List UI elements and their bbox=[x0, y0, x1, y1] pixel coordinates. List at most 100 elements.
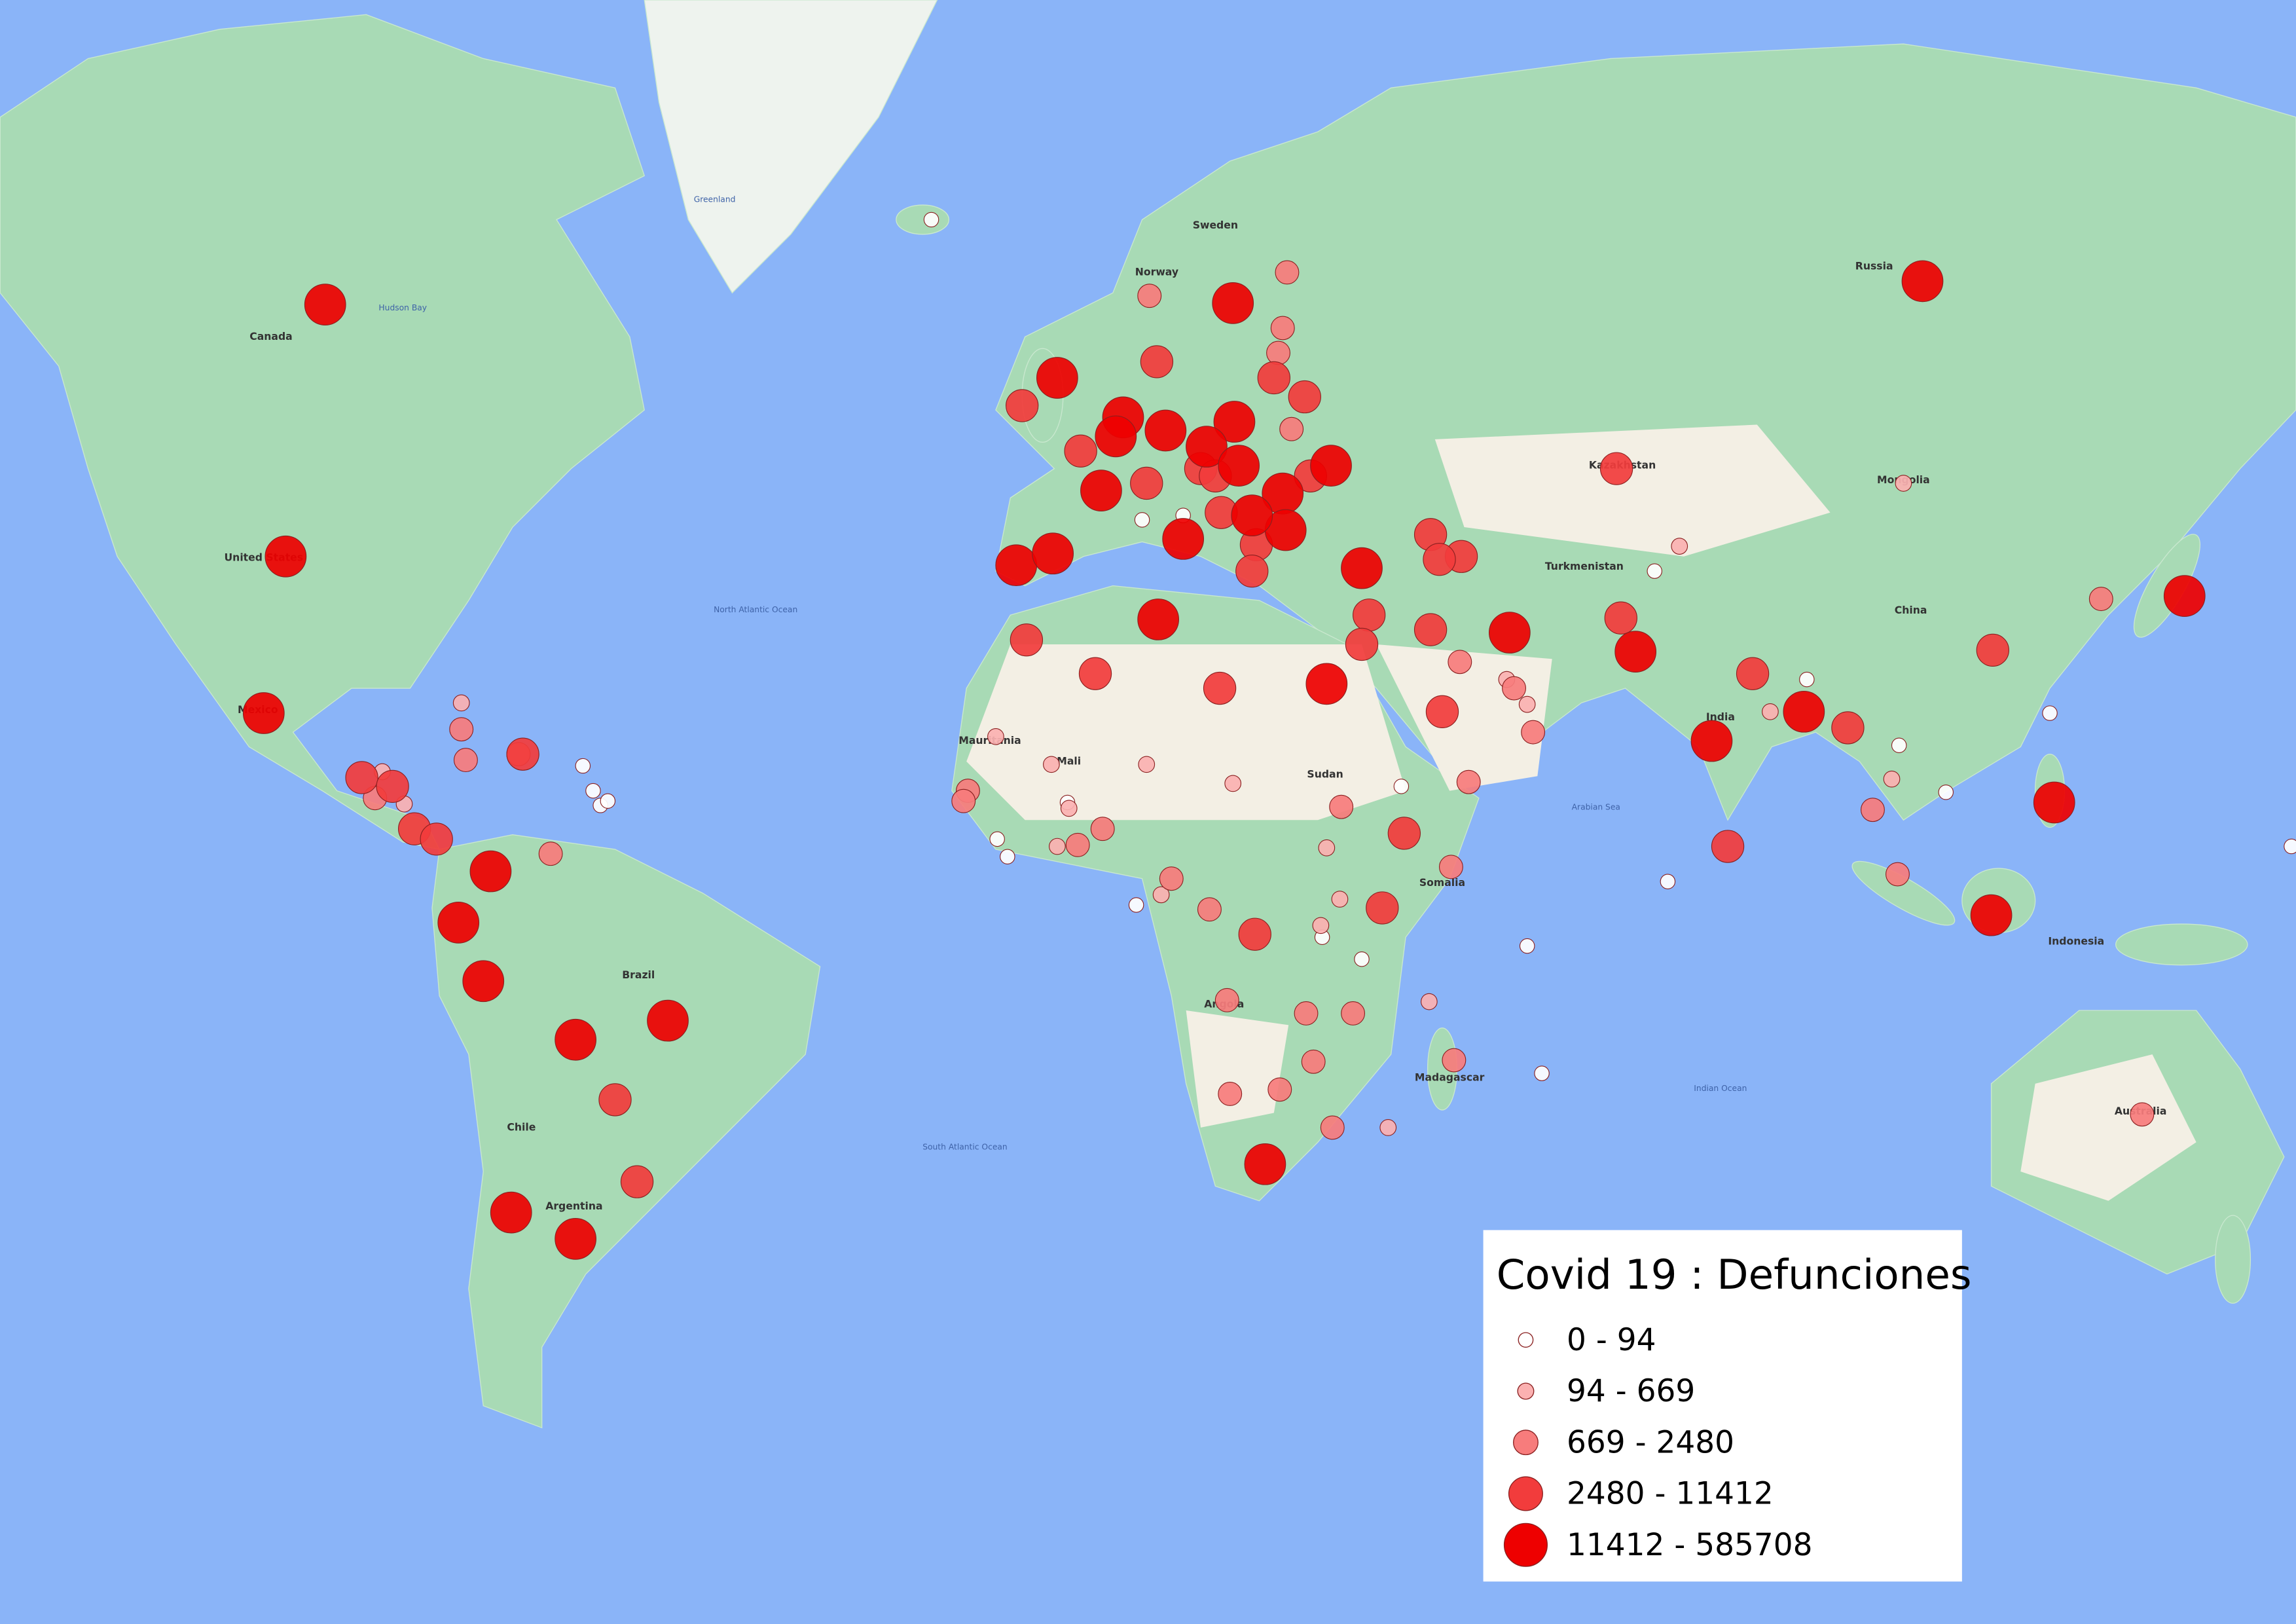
death-bubble bbox=[2284, 838, 2296, 855]
legend: Covid 19 : Defunciones 0 - 94 94 - 669 669… bbox=[1483, 1230, 1972, 1582]
legend-title: Covid 19 : Defunciones bbox=[1497, 1251, 1972, 1299]
country-label: Turkmenistan bbox=[1545, 560, 1624, 572]
death-bubble bbox=[1379, 1119, 1397, 1136]
death-bubble bbox=[987, 728, 1004, 745]
death-bubble bbox=[1331, 891, 1349, 908]
death-bubble bbox=[1078, 657, 1112, 690]
death-bubble bbox=[1140, 345, 1174, 378]
legend-swatch bbox=[1518, 1332, 1534, 1348]
kalahari bbox=[1186, 1010, 1289, 1128]
death-bubble bbox=[1095, 415, 1137, 458]
country-label: Brazil bbox=[622, 969, 655, 981]
legend-swatch bbox=[1517, 1382, 1535, 1400]
sea-label: Hudson Bay bbox=[378, 303, 427, 312]
country-label: India bbox=[1706, 710, 1735, 723]
death-bubble bbox=[1213, 401, 1256, 443]
death-bubble bbox=[1312, 917, 1330, 934]
death-bubble bbox=[1345, 627, 1379, 661]
legend-box bbox=[1483, 1230, 1962, 1582]
death-bubble bbox=[555, 1218, 596, 1260]
death-bubble bbox=[1353, 599, 1386, 632]
death-bubble bbox=[1690, 720, 1733, 762]
death-bubble bbox=[1341, 547, 1383, 589]
death-bubble bbox=[1235, 554, 1269, 588]
death-bubble bbox=[1152, 886, 1170, 904]
death-bubble bbox=[1938, 784, 1954, 800]
country-label: Argentina bbox=[545, 1200, 602, 1212]
death-bubble bbox=[1288, 380, 1321, 414]
death-bubble bbox=[1137, 284, 1162, 308]
death-bubble bbox=[1976, 633, 2009, 667]
legend-swatch bbox=[1503, 1522, 1548, 1567]
death-bubble bbox=[1301, 1049, 1326, 1074]
death-bubble bbox=[620, 1165, 654, 1198]
death-bubble bbox=[1318, 839, 1336, 857]
sumatra bbox=[1851, 860, 1956, 926]
death-bubble bbox=[1266, 341, 1290, 365]
death-bubble bbox=[1671, 538, 1688, 555]
death-bubble bbox=[575, 758, 591, 774]
death-bubble bbox=[490, 1191, 532, 1234]
death-bubble bbox=[1883, 770, 1901, 788]
death-bubble bbox=[2163, 575, 2206, 618]
death-bubble bbox=[1831, 711, 1865, 745]
country-label: Canada bbox=[249, 330, 292, 342]
death-bubble bbox=[1534, 1065, 1550, 1081]
death-bubble bbox=[1660, 874, 1676, 889]
sea-label: Arabian Sea bbox=[1572, 803, 1620, 812]
death-bubble bbox=[1000, 849, 1015, 864]
death-bubble bbox=[1891, 737, 1907, 753]
death-bubble bbox=[420, 822, 453, 856]
death-bubble bbox=[376, 769, 409, 803]
death-bubble bbox=[1599, 452, 1633, 485]
death-bubble bbox=[2088, 587, 2113, 612]
death-bubble bbox=[1294, 1001, 1319, 1025]
sea-label: South Atlantic Ocean bbox=[922, 1142, 1008, 1151]
death-bubble bbox=[1423, 543, 1456, 576]
death-bubble bbox=[1614, 631, 1657, 673]
sea-label: Greenland bbox=[694, 195, 736, 204]
death-bubble bbox=[1267, 1077, 1292, 1102]
australia-desert bbox=[2020, 1054, 2196, 1201]
death-bubble bbox=[1970, 894, 2013, 936]
death-bubble bbox=[1060, 800, 1078, 817]
country-label: Indonesia bbox=[2048, 934, 2104, 947]
south-america bbox=[431, 834, 821, 1429]
death-bubble bbox=[1502, 676, 1527, 701]
legend-swatch bbox=[1512, 1430, 1539, 1456]
central-asia bbox=[1434, 424, 1831, 557]
greenland bbox=[644, 0, 938, 294]
death-bubble bbox=[1159, 866, 1184, 891]
death-bubble bbox=[1257, 361, 1290, 395]
death-bubble bbox=[1320, 1115, 1345, 1140]
death-bubble bbox=[1519, 938, 1535, 954]
death-bubble bbox=[264, 535, 307, 578]
death-bubble bbox=[469, 850, 512, 893]
death-bubble bbox=[1010, 623, 1044, 657]
death-bubble bbox=[1128, 897, 1144, 913]
death-bubble bbox=[1065, 832, 1090, 857]
death-bubble bbox=[1736, 657, 1770, 690]
death-bubble bbox=[1244, 1143, 1286, 1185]
death-bubble bbox=[1604, 601, 1637, 635]
death-bubble bbox=[506, 737, 539, 771]
death-bubble bbox=[1901, 260, 1944, 303]
death-bubble bbox=[2042, 705, 2058, 721]
death-bubble bbox=[995, 544, 1038, 587]
death-bubble bbox=[555, 1018, 596, 1061]
death-bubble bbox=[1413, 613, 1448, 646]
death-bubble bbox=[1387, 817, 1421, 850]
death-bubble bbox=[1393, 779, 1410, 794]
death-bubble bbox=[1231, 494, 1273, 537]
death-bubble bbox=[1162, 518, 1205, 560]
legend-swatch bbox=[1508, 1476, 1543, 1511]
death-bubble bbox=[1032, 532, 1074, 575]
country-label: Chile bbox=[507, 1120, 536, 1133]
death-bubble bbox=[538, 841, 563, 866]
death-bubble bbox=[345, 761, 378, 794]
death-bubble bbox=[462, 960, 505, 1003]
legend-label: 11412 - 585708 bbox=[1567, 1527, 1812, 1563]
